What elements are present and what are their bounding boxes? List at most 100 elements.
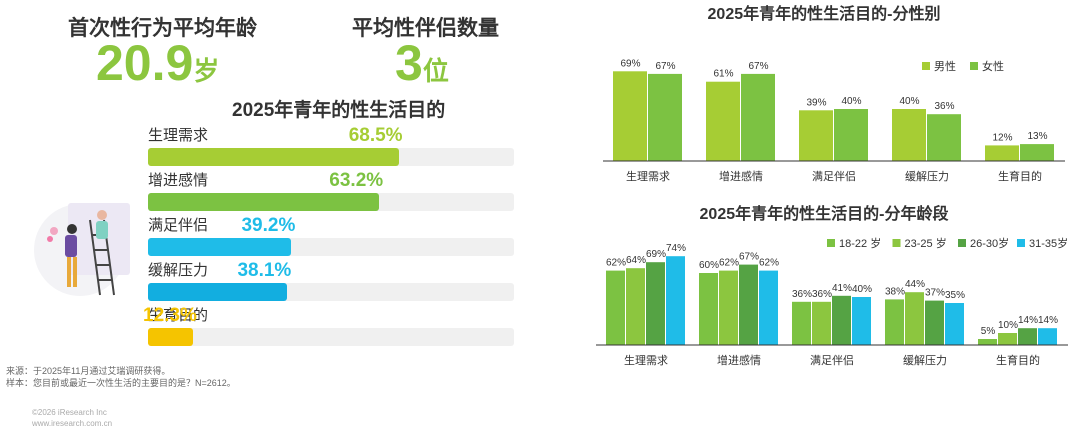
bar — [978, 339, 997, 345]
bar-value-label: 39% — [806, 97, 826, 108]
kpi-first-age-unit: 岁 — [193, 56, 220, 86]
bar-value-label: 69% — [646, 249, 666, 260]
bar — [925, 300, 944, 345]
bar — [885, 299, 904, 345]
bar-value-label: 74% — [666, 243, 686, 254]
purpose-bar — [148, 283, 288, 301]
category-label: 增进感情 — [719, 169, 763, 183]
bar-value-label: 62% — [719, 258, 739, 269]
bar-value-label: 40% — [852, 284, 872, 295]
legend-swatch — [1017, 239, 1025, 247]
purpose-bar-value: 12.3% — [143, 305, 197, 326]
purpose-bar-label: 缓解压力 — [148, 262, 209, 279]
bar — [905, 292, 924, 345]
category-label: 满足伴侣 — [812, 169, 856, 183]
bar — [613, 71, 647, 161]
legend-label: 31-35岁 — [1029, 236, 1068, 250]
bar — [741, 73, 775, 161]
bar-value-label: 38% — [885, 286, 905, 297]
bar — [719, 270, 738, 345]
bar — [834, 109, 868, 161]
footer-copyright: ©2026 iResearch Inc — [32, 408, 107, 417]
bar — [606, 270, 625, 345]
bar — [792, 301, 811, 345]
bar — [706, 81, 740, 161]
purpose-bar-value: 38.1% — [237, 260, 292, 281]
kpi-partners-label: 平均性伴侣数量 — [352, 17, 499, 40]
bar-value-label: 36% — [934, 101, 954, 112]
category-label: 缓解压力 — [905, 169, 949, 183]
age-bar-chart: 2025年青年的性生活目的-分年龄段 18-22 岁 23-25 岁 26-30岁 31… — [596, 204, 1068, 367]
category-label: 生育目的 — [998, 169, 1042, 183]
legend-label: 26-30岁 — [970, 236, 1009, 250]
bar-value-label: 67% — [748, 61, 768, 72]
category-label: 生理需求 — [626, 169, 670, 183]
bar — [892, 109, 926, 161]
category-label: 生育目的 — [996, 353, 1040, 367]
bar — [646, 262, 665, 345]
bar-value-label: 36% — [812, 289, 832, 300]
purpose-bar-value: 68.5% — [348, 125, 403, 146]
bar-value-label: 69% — [620, 58, 640, 69]
bar — [852, 297, 871, 345]
category-label: 生理需求 — [624, 353, 668, 367]
legend-label: 18-22 岁 — [839, 236, 881, 250]
bar-value-label: 13% — [1027, 131, 1047, 142]
legend-swatch — [958, 239, 966, 247]
purpose-bar — [148, 148, 399, 166]
bar — [1038, 328, 1057, 345]
bar — [945, 303, 964, 345]
purpose-bar-value: 63.2% — [329, 170, 384, 191]
bar-value-label: 12% — [992, 132, 1012, 143]
legend-swatch — [922, 62, 930, 70]
bar-value-label: 61% — [713, 69, 733, 80]
bar-value-label: 40% — [841, 96, 861, 107]
purpose-bar — [148, 238, 292, 256]
kpi-first-age-label: 首次性行为平均年龄 — [68, 17, 257, 40]
bar — [759, 270, 778, 345]
purpose-bar-label: 生育目的 — [148, 307, 209, 324]
kpi-first-age-value: 20.9岁 — [96, 38, 219, 88]
bar — [648, 73, 682, 161]
bar-value-label: 40% — [899, 96, 919, 107]
purpose-bar-label: 生理需求 — [148, 127, 209, 144]
bar — [812, 301, 831, 345]
bar — [998, 333, 1017, 345]
bar — [799, 110, 833, 161]
bar-value-label: 67% — [655, 61, 675, 72]
purpose-bar-track — [148, 328, 514, 346]
illustration-people-ladder — [34, 203, 130, 296]
bar-value-label: 14% — [1018, 315, 1038, 326]
bar-value-label: 14% — [1038, 315, 1058, 326]
purpose-bar-value: 39.2% — [241, 215, 296, 236]
purpose-bar — [148, 328, 194, 346]
legend-label: 23-25 岁 — [905, 236, 947, 250]
bar-value-label: 41% — [832, 283, 852, 294]
category-label: 满足伴侣 — [810, 353, 854, 367]
bar-value-label: 62% — [606, 258, 626, 269]
bar — [699, 273, 718, 345]
footer-source: 来源：于2025年11月通过艾瑞调研获得。 — [6, 366, 171, 376]
bar-value-label: 35% — [945, 290, 965, 301]
legend-label: 男性 — [934, 59, 956, 73]
bar-value-label: 64% — [626, 255, 646, 266]
bar — [739, 264, 758, 345]
category-label: 增进感情 — [717, 353, 761, 367]
bar-value-label: 36% — [792, 289, 812, 300]
category-label: 缓解压力 — [903, 353, 947, 367]
bar — [1020, 144, 1054, 161]
bar-value-label: 37% — [925, 288, 945, 299]
purpose-bar-label: 满足伴侣 — [148, 217, 209, 234]
legend-label: 女性 — [982, 59, 1004, 73]
footer-sample: 样本：您目前或最近一次性生活的主要目的是？N=2612。 — [6, 378, 236, 388]
bar — [927, 114, 961, 161]
bar-value-label: 67% — [739, 252, 759, 263]
bar-value-label: 60% — [699, 260, 719, 271]
legend-swatch — [970, 62, 978, 70]
kpi-partners-value: 3位 — [395, 38, 449, 88]
kpi-partners-number: 3 — [395, 35, 423, 91]
bar — [666, 256, 685, 345]
chart-title: 2025年青年的性生活目的-分年龄段 — [700, 204, 950, 223]
bar — [1018, 328, 1037, 345]
legend-swatch — [827, 239, 835, 247]
